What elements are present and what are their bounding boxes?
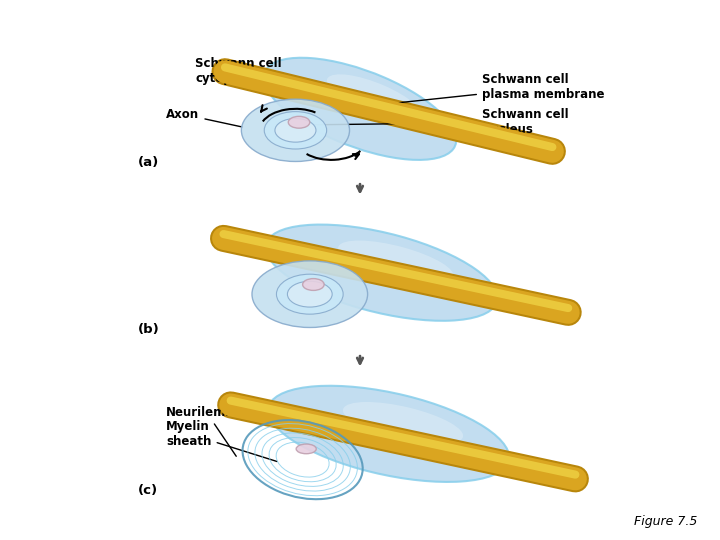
Ellipse shape bbox=[302, 279, 324, 291]
Text: (a): (a) bbox=[138, 156, 159, 169]
Ellipse shape bbox=[288, 116, 310, 128]
Text: Schwann cell
plasma membrane: Schwann cell plasma membrane bbox=[334, 73, 604, 110]
Ellipse shape bbox=[287, 281, 332, 307]
Ellipse shape bbox=[343, 402, 463, 444]
Text: Myelin
sheath: Myelin sheath bbox=[166, 420, 277, 462]
Text: (b): (b) bbox=[138, 322, 159, 335]
Ellipse shape bbox=[268, 386, 509, 482]
Text: Schwann cell
nucleus: Schwann cell nucleus bbox=[302, 108, 569, 136]
Text: Neurilemma: Neurilemma bbox=[166, 406, 247, 456]
Ellipse shape bbox=[327, 75, 422, 122]
Ellipse shape bbox=[264, 112, 327, 149]
Ellipse shape bbox=[275, 118, 316, 142]
Text: Schwann cell
cytoplasm: Schwann cell cytoplasm bbox=[195, 57, 297, 99]
Text: Figure 7.5: Figure 7.5 bbox=[634, 515, 697, 528]
Ellipse shape bbox=[296, 444, 316, 454]
Ellipse shape bbox=[264, 58, 456, 160]
Ellipse shape bbox=[276, 274, 343, 314]
Ellipse shape bbox=[266, 225, 498, 321]
Text: Axon: Axon bbox=[166, 107, 243, 127]
Ellipse shape bbox=[252, 261, 368, 327]
Ellipse shape bbox=[338, 240, 454, 284]
Ellipse shape bbox=[241, 99, 349, 161]
Text: (c): (c) bbox=[138, 484, 158, 497]
